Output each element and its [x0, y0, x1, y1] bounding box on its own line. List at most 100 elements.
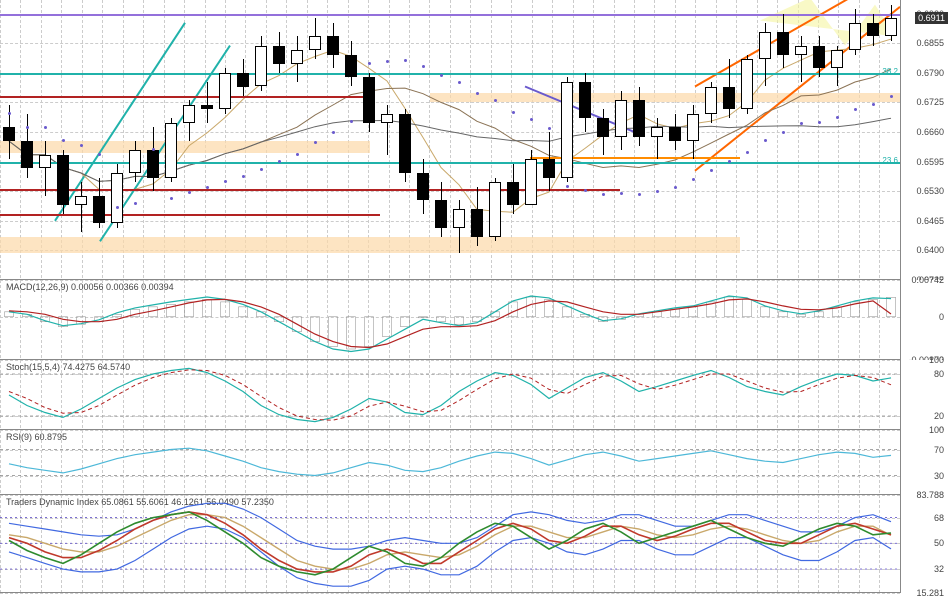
stoch-panel[interactable]: Stoch(15,5,4) 74.4275 64.5740	[0, 360, 900, 430]
psar-dot	[602, 193, 605, 196]
candle-wick	[801, 36, 802, 82]
horizontal-line	[0, 214, 380, 216]
psar-dot	[80, 144, 83, 147]
candle-body	[543, 159, 556, 177]
psar-dot	[764, 139, 767, 142]
rsi-tick-label: 30	[934, 471, 944, 481]
psar-dot	[728, 160, 731, 163]
tdi-tick-label: 32	[934, 564, 944, 574]
psar-dot	[782, 131, 785, 134]
psar-dot	[638, 193, 641, 196]
psar-dot	[800, 122, 803, 125]
candle-body	[867, 23, 880, 37]
price-tick-label: 0.6725	[916, 97, 944, 107]
candle-body	[795, 46, 808, 55]
price-panel[interactable]: 38.223.6	[0, 0, 900, 280]
psar-dot	[674, 186, 677, 189]
candle-body	[183, 105, 196, 123]
psar-dot	[134, 202, 137, 205]
psar-dot	[872, 103, 875, 106]
psar-dot	[62, 139, 65, 142]
candle-body	[291, 50, 304, 64]
horizontal-line	[0, 14, 900, 16]
candle-body	[813, 46, 826, 69]
candle-body	[561, 82, 574, 178]
macd-tick-label: 0.00742	[911, 275, 944, 285]
fib-label: 38.2	[882, 67, 898, 76]
chart-container: 38.223.60.69200.68550.67900.67250.66600.…	[0, 0, 948, 593]
candle-wick	[657, 118, 658, 159]
macd-axis: 0.007420-0.00872	[900, 280, 948, 360]
tdi-panel[interactable]: Traders Dynamic Index 65.0861 55.6061 46…	[0, 495, 900, 593]
psar-dot	[260, 168, 263, 171]
candle-body	[399, 114, 412, 173]
psar-dot	[530, 118, 533, 121]
psar-dot	[26, 126, 29, 129]
macd-tick-label: 0	[939, 312, 944, 322]
psar-dot	[404, 59, 407, 62]
tdi-tick-label: 15.281	[916, 588, 944, 598]
stoch-axis: 10080200	[900, 360, 948, 430]
candle-body	[75, 196, 88, 205]
candle-body	[759, 32, 772, 59]
psar-dot	[332, 131, 335, 134]
price-tick-label: 0.6465	[916, 216, 944, 226]
candle-body	[741, 59, 754, 109]
candle-body	[57, 155, 70, 205]
psar-dot	[188, 191, 191, 194]
candle-body	[219, 73, 232, 109]
candle-body	[237, 73, 250, 87]
psar-dot	[656, 190, 659, 193]
candle-body	[3, 127, 16, 141]
horizontal-line	[0, 96, 370, 98]
tdi-axis: 83.78868503215.281	[900, 495, 948, 593]
candle-body	[165, 123, 178, 178]
psar-dot	[170, 197, 173, 200]
psar-dot	[548, 127, 551, 130]
price-tick-label: 0.6790	[916, 68, 944, 78]
candle-body	[831, 50, 844, 68]
candle-body	[507, 182, 520, 205]
price-tick-label: 0.6400	[916, 245, 944, 255]
psar-dot	[512, 111, 515, 114]
candle-body	[417, 173, 430, 200]
candle-body	[687, 114, 700, 141]
psar-dot	[98, 153, 101, 156]
macd-panel[interactable]: MACD(12,26,9) 0.00056 0.00366 0.00394	[0, 280, 900, 360]
candle-body	[39, 155, 52, 169]
candle-body	[255, 46, 268, 87]
price-tick-label: 0.6530	[916, 186, 944, 196]
candle-body	[705, 87, 718, 114]
psar-dot	[854, 108, 857, 111]
grid-horizontal	[0, 593, 900, 594]
candle-body	[129, 150, 142, 173]
candle-body	[345, 55, 358, 78]
rsi-panel[interactable]: RSI(9) 60.8795	[0, 430, 900, 495]
psar-dot	[116, 206, 119, 209]
psar-dot	[8, 112, 11, 115]
candle-body	[849, 23, 862, 50]
candle-body	[885, 18, 898, 37]
candle-body	[651, 127, 664, 136]
candle-body	[363, 77, 376, 123]
rsi-tick-label: 70	[934, 445, 944, 455]
psar-dot	[584, 189, 587, 192]
tdi-tick-label: 83.788	[916, 490, 944, 500]
candle-wick	[207, 82, 208, 123]
psar-dot	[890, 95, 893, 98]
candle-body	[597, 118, 610, 136]
candle-body	[615, 100, 628, 136]
price-tick-label: 0.6595	[916, 157, 944, 167]
psar-dot	[386, 60, 389, 63]
candle-body	[489, 182, 502, 237]
candle-body	[201, 105, 214, 110]
psar-dot	[458, 81, 461, 84]
stoch-tick-label: 100	[929, 355, 944, 365]
candle-body	[327, 36, 340, 54]
candle-body	[723, 87, 736, 110]
stoch-tick-label: 80	[934, 369, 944, 379]
candle-body	[273, 46, 286, 64]
candle-body	[111, 173, 124, 223]
tdi-tick-label: 68	[934, 513, 944, 523]
candle-body	[381, 114, 394, 123]
